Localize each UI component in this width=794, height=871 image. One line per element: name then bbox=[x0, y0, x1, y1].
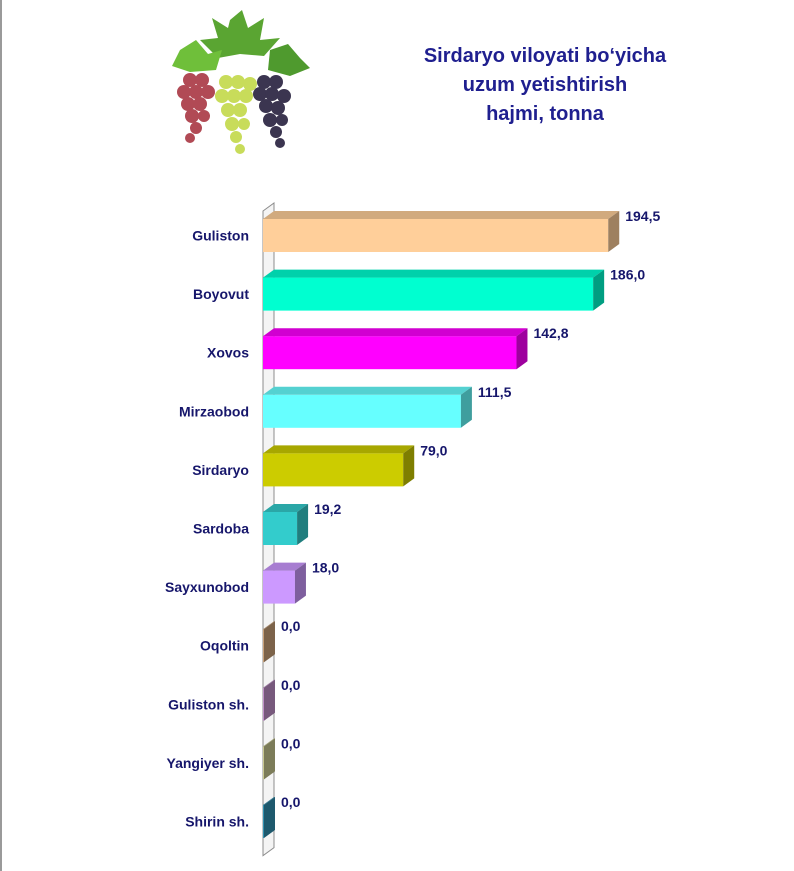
bar-side bbox=[264, 738, 275, 780]
bar-front bbox=[263, 453, 404, 487]
bar-top bbox=[263, 328, 528, 337]
bar-top bbox=[263, 269, 605, 278]
bar-front bbox=[263, 512, 298, 545]
bar-top bbox=[263, 797, 275, 805]
bar-front bbox=[263, 336, 517, 370]
bar-side bbox=[593, 269, 605, 311]
black-grapes bbox=[253, 75, 291, 148]
category-label: Sayxunobod bbox=[165, 579, 249, 595]
category-label: Guliston bbox=[192, 228, 249, 244]
value-label: 142,8 bbox=[533, 325, 568, 341]
bar-top bbox=[263, 562, 306, 571]
value-label: 111,5 bbox=[478, 384, 512, 400]
value-label: 186,0 bbox=[610, 267, 645, 283]
value-label: 0,0 bbox=[281, 618, 301, 634]
bar bbox=[263, 797, 275, 838]
bar bbox=[263, 328, 528, 370]
value-label: 0,0 bbox=[281, 677, 301, 693]
value-label: 194,5 bbox=[625, 208, 660, 224]
bar-front bbox=[263, 570, 295, 604]
grape-leaves bbox=[172, 10, 310, 76]
category-label: Sardoba bbox=[193, 521, 249, 537]
bar bbox=[263, 269, 605, 311]
category-label: Yangiyer sh. bbox=[167, 755, 249, 771]
bar bbox=[263, 386, 472, 428]
bar-front bbox=[263, 687, 264, 721]
bar-front bbox=[263, 746, 264, 780]
bar bbox=[263, 211, 620, 252]
bar-side bbox=[403, 445, 415, 487]
bar-front bbox=[263, 394, 461, 428]
green-grapes bbox=[215, 75, 257, 154]
bar bbox=[263, 562, 306, 604]
page-left-border bbox=[0, 0, 2, 871]
chart-title-line-1: Sirdaryo viloyati bo‘yicha bbox=[423, 45, 667, 67]
bar-front bbox=[263, 629, 264, 663]
bar-side bbox=[460, 386, 472, 428]
chart-title-line-3: hajmi, tonna bbox=[486, 103, 604, 125]
bar-side bbox=[264, 621, 275, 663]
category-label: Sirdaryo bbox=[192, 462, 249, 478]
bar bbox=[263, 504, 309, 545]
bar-top bbox=[263, 211, 620, 219]
value-label: 79,0 bbox=[420, 442, 447, 458]
bar-front bbox=[263, 277, 594, 311]
chart-title-line-2: uzum yetishtirish bbox=[462, 74, 628, 96]
category-label: Oqoltin bbox=[200, 638, 249, 654]
bar-top bbox=[263, 445, 415, 454]
bar-top bbox=[263, 386, 472, 395]
bar-top bbox=[263, 738, 275, 747]
bar-side bbox=[297, 504, 309, 545]
category-label: Shirin sh. bbox=[185, 814, 249, 830]
value-label: 0,0 bbox=[281, 735, 301, 751]
chart-title: Sirdaryo viloyati bo‘yicha uzum yetishti… bbox=[380, 42, 710, 129]
bar bbox=[263, 445, 415, 487]
bar-side bbox=[608, 211, 620, 252]
category-label: Boyovut bbox=[193, 286, 249, 302]
bar-side bbox=[516, 328, 528, 370]
bar bbox=[263, 621, 275, 663]
bar bbox=[263, 738, 275, 780]
bar-side bbox=[264, 679, 275, 721]
category-label: Mirzaobod bbox=[179, 403, 249, 419]
bar-side bbox=[294, 562, 306, 604]
bar bbox=[263, 679, 275, 721]
bar-front bbox=[263, 805, 264, 838]
bar-side bbox=[264, 797, 275, 838]
value-label: 18,0 bbox=[312, 560, 339, 576]
bar-front bbox=[263, 219, 609, 252]
red-grapes bbox=[177, 73, 215, 143]
grapes-illustration bbox=[172, 10, 310, 154]
bar-top bbox=[263, 504, 309, 512]
value-label: 19,2 bbox=[314, 501, 341, 517]
bar-top bbox=[263, 621, 275, 630]
category-label: Guliston sh. bbox=[168, 696, 249, 712]
category-label: Xovos bbox=[207, 345, 249, 361]
bar-top bbox=[263, 679, 275, 688]
value-label: 0,0 bbox=[281, 794, 301, 810]
